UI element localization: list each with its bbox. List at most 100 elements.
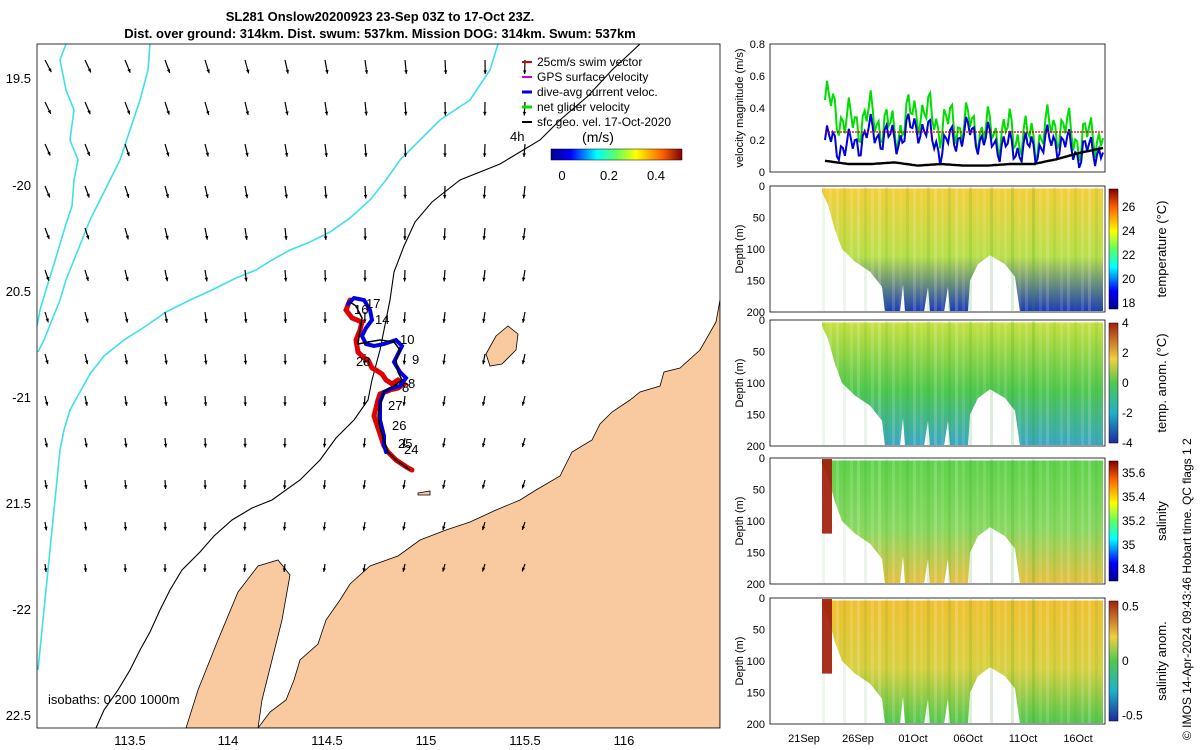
current-arrow (43, 563, 48, 572)
scale-arrow-label: 4h (510, 129, 524, 144)
velocity-panel: 0 0.2 0.4 0.6 0.8 velocity magnitude (m/… (734, 39, 1106, 179)
current-arrow (521, 521, 526, 531)
current-arrow (324, 59, 329, 74)
current-arrow (402, 311, 407, 324)
depth-tick: 0 (759, 593, 765, 605)
series-dive-avg-current-veloc- (824, 113, 1104, 169)
current-arrow (203, 521, 207, 531)
current-arrow (83, 563, 88, 573)
day-label: 16 (354, 302, 368, 317)
lat-tick: -20 (12, 178, 31, 193)
colorbar-label: salinity (1154, 501, 1169, 541)
day-label: 28 (356, 354, 370, 369)
current-arrow (284, 101, 289, 116)
current-arrow (164, 59, 171, 74)
map-panel: 17 16 14 10 9 8 28 27 26 25 24 8 isobath… (6, 43, 721, 748)
current-arrow (324, 101, 329, 116)
current-arrow (124, 143, 130, 157)
section-salinity: 0 50 100 150 200 Depth (m) 35.6 35.4 35.2 35 34.8 s… (734, 453, 1169, 591)
current-arrow (203, 479, 207, 490)
colorbar-label: temp. anom. (°C) (1154, 333, 1169, 432)
current-arrow (402, 563, 406, 572)
current-arrow (124, 395, 128, 406)
land-peninsula (185, 559, 291, 728)
current-arrow (124, 437, 128, 448)
depth-tick: 100 (747, 244, 765, 256)
svg-text:GPS surface velocity: GPS surface velocity (537, 70, 648, 84)
current-arrow (483, 59, 487, 75)
glider-track (343, 295, 415, 473)
y-tick: 0.6 (750, 71, 765, 83)
colorbar-label: temperature (°C) (1154, 201, 1169, 298)
section-field (822, 600, 1103, 723)
colorbar-tick: 0 (558, 168, 565, 183)
current-arrow (323, 227, 328, 241)
current-arrow (244, 143, 249, 157)
isobath-1000m (37, 44, 499, 671)
lat-tick: -21 (12, 390, 31, 405)
current-arrow (362, 479, 366, 489)
current-arrow (163, 437, 168, 448)
colorbar-tick: 35.4 (1122, 490, 1146, 504)
current-arrow (44, 479, 48, 489)
colorbar-tick: -0.5 (1122, 709, 1143, 723)
current-arrow (204, 59, 210, 74)
current-arrow (402, 269, 407, 282)
current-arrow (362, 563, 366, 572)
land-mainland (257, 299, 720, 728)
current-arrow (481, 437, 486, 448)
current-arrow (443, 59, 448, 75)
colorbar-tick: 35 (1122, 538, 1136, 552)
current-arrow (243, 437, 247, 448)
current-arrow (243, 353, 248, 365)
section-colorbar (1108, 600, 1119, 722)
current-arrow (521, 269, 526, 282)
current-arrow (521, 437, 526, 448)
day-label: 14 (375, 312, 389, 327)
colorbar-tick: 0 (1122, 654, 1129, 668)
title-line-1: SL281 Onslow20200923 23-Sep 03Z to 17-Oc… (225, 9, 535, 24)
current-arrow (284, 143, 289, 157)
imos-credit: © IMOS 14-Apr-2024 09:43:46 Hobart time.… (1180, 438, 1194, 740)
current-arrow (283, 311, 288, 324)
depth-tick: 200 (747, 579, 765, 591)
depth-tick: 50 (753, 213, 765, 225)
current-arrow (521, 311, 526, 323)
isobath-legend: isobaths: 0 200 1000m (48, 692, 180, 707)
current-arrow (44, 437, 48, 448)
current-arrow (282, 479, 287, 490)
current-arrow (83, 521, 88, 531)
current-arrow (283, 353, 287, 365)
depth-tick: 150 (747, 688, 765, 700)
lat-tick: 19.5 (6, 71, 31, 86)
current-arrow (123, 521, 128, 531)
colorbar-tick: 18 (1122, 296, 1136, 310)
svg-text:net glider velocity: net glider velocity (537, 100, 630, 114)
current-arrow (203, 437, 208, 448)
current-arrow (44, 227, 50, 240)
depth-label: Depth (m) (734, 225, 746, 274)
day-label: 17 (366, 296, 380, 311)
current-arrow (84, 353, 89, 365)
current-arrow (322, 479, 327, 490)
current-arrow (482, 311, 486, 323)
current-arrow (84, 311, 89, 323)
section-colorbar (1108, 460, 1119, 582)
current-arrow (244, 59, 250, 74)
current-arrow (283, 269, 288, 282)
colorbar-tick: 0 (1122, 376, 1129, 390)
current-arrow (84, 437, 88, 448)
date-tick: 26Sep (842, 733, 874, 745)
current-arrow (164, 143, 170, 157)
section-sal_anom: 0 50 100 150 200 Depth (m) 0.5 0 -0.5 salinity an… (734, 593, 1169, 731)
current-arrow (322, 563, 327, 572)
current-arrow (124, 269, 129, 282)
depth-tick: 50 (753, 347, 765, 359)
current-arrow (481, 395, 486, 406)
depth-label: Depth (m) (734, 637, 746, 686)
current-arrow (242, 563, 247, 573)
current-arrow (442, 395, 446, 406)
current-arrow (322, 395, 327, 407)
track-glider-path (349, 301, 411, 471)
